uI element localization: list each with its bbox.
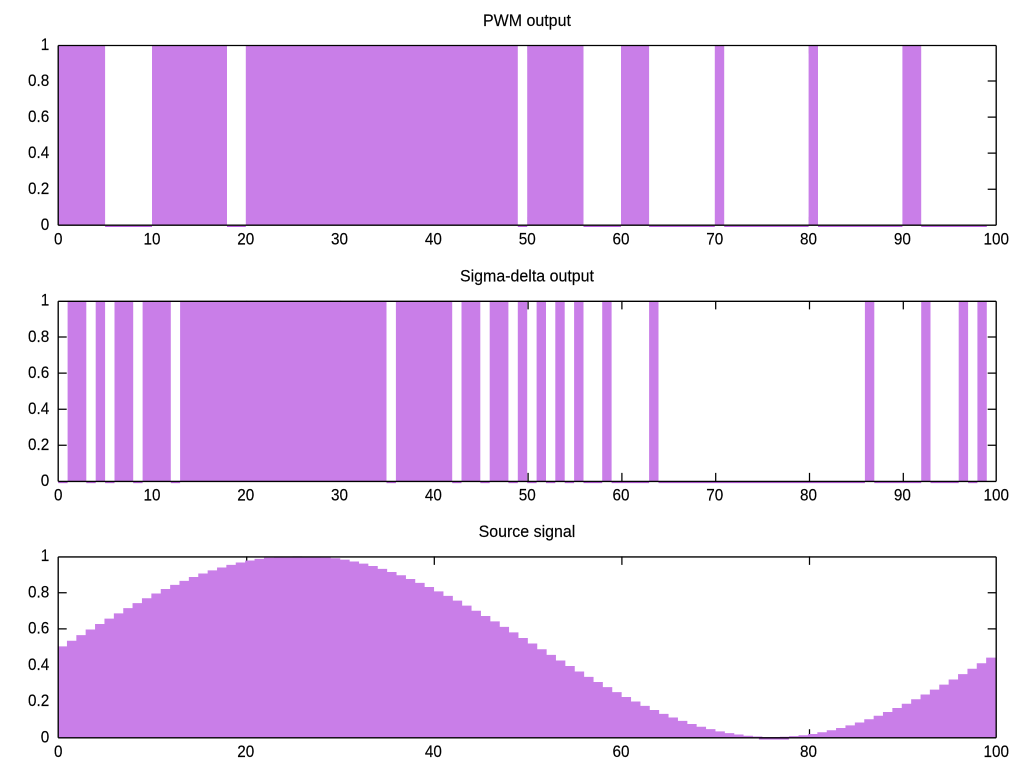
svg-text:0: 0 — [54, 742, 63, 761]
svg-text:50: 50 — [519, 230, 536, 249]
svg-text:80: 80 — [800, 230, 817, 249]
svg-text:1: 1 — [41, 35, 50, 54]
svg-text:20: 20 — [237, 230, 254, 249]
svg-text:0.4: 0.4 — [28, 655, 49, 674]
svg-text:30: 30 — [331, 486, 348, 505]
svg-text:0.8: 0.8 — [28, 71, 49, 90]
svg-text:0: 0 — [41, 471, 50, 490]
svg-text:0.8: 0.8 — [28, 583, 49, 602]
svg-text:1: 1 — [41, 291, 50, 310]
svg-text:90: 90 — [894, 230, 911, 249]
svg-text:0.2: 0.2 — [28, 691, 49, 710]
svg-text:0.6: 0.6 — [28, 619, 49, 638]
svg-text:Sigma-delta output: Sigma-delta output — [460, 267, 594, 286]
svg-text:50: 50 — [519, 486, 536, 505]
svg-text:40: 40 — [425, 486, 442, 505]
svg-text:0.2: 0.2 — [28, 179, 49, 198]
svg-text:40: 40 — [425, 742, 442, 761]
svg-text:0.2: 0.2 — [28, 435, 49, 454]
svg-text:PWM output: PWM output — [483, 11, 571, 30]
svg-text:70: 70 — [706, 230, 723, 249]
svg-text:30: 30 — [331, 230, 348, 249]
svg-text:0: 0 — [41, 728, 50, 747]
svg-text:0: 0 — [54, 486, 63, 505]
svg-text:60: 60 — [612, 742, 629, 761]
svg-text:80: 80 — [800, 486, 817, 505]
svg-text:10: 10 — [144, 486, 161, 505]
svg-text:0: 0 — [41, 215, 50, 234]
svg-text:90: 90 — [894, 486, 911, 505]
svg-text:1: 1 — [41, 546, 50, 565]
svg-text:0.4: 0.4 — [28, 399, 49, 418]
svg-text:0.6: 0.6 — [28, 107, 49, 126]
svg-text:40: 40 — [425, 230, 442, 249]
svg-text:100: 100 — [983, 486, 1009, 505]
svg-text:0.8: 0.8 — [28, 327, 49, 346]
svg-text:20: 20 — [237, 742, 254, 761]
svg-text:100: 100 — [983, 230, 1009, 249]
svg-text:0: 0 — [54, 230, 63, 249]
svg-text:Source signal: Source signal — [479, 523, 576, 542]
svg-text:100: 100 — [983, 742, 1009, 761]
svg-text:10: 10 — [144, 230, 161, 249]
svg-text:0.6: 0.6 — [28, 363, 49, 382]
svg-text:20: 20 — [237, 486, 254, 505]
svg-text:70: 70 — [706, 486, 723, 505]
svg-text:80: 80 — [800, 742, 817, 761]
svg-text:60: 60 — [612, 230, 629, 249]
svg-text:0.4: 0.4 — [28, 143, 49, 162]
svg-text:60: 60 — [612, 486, 629, 505]
